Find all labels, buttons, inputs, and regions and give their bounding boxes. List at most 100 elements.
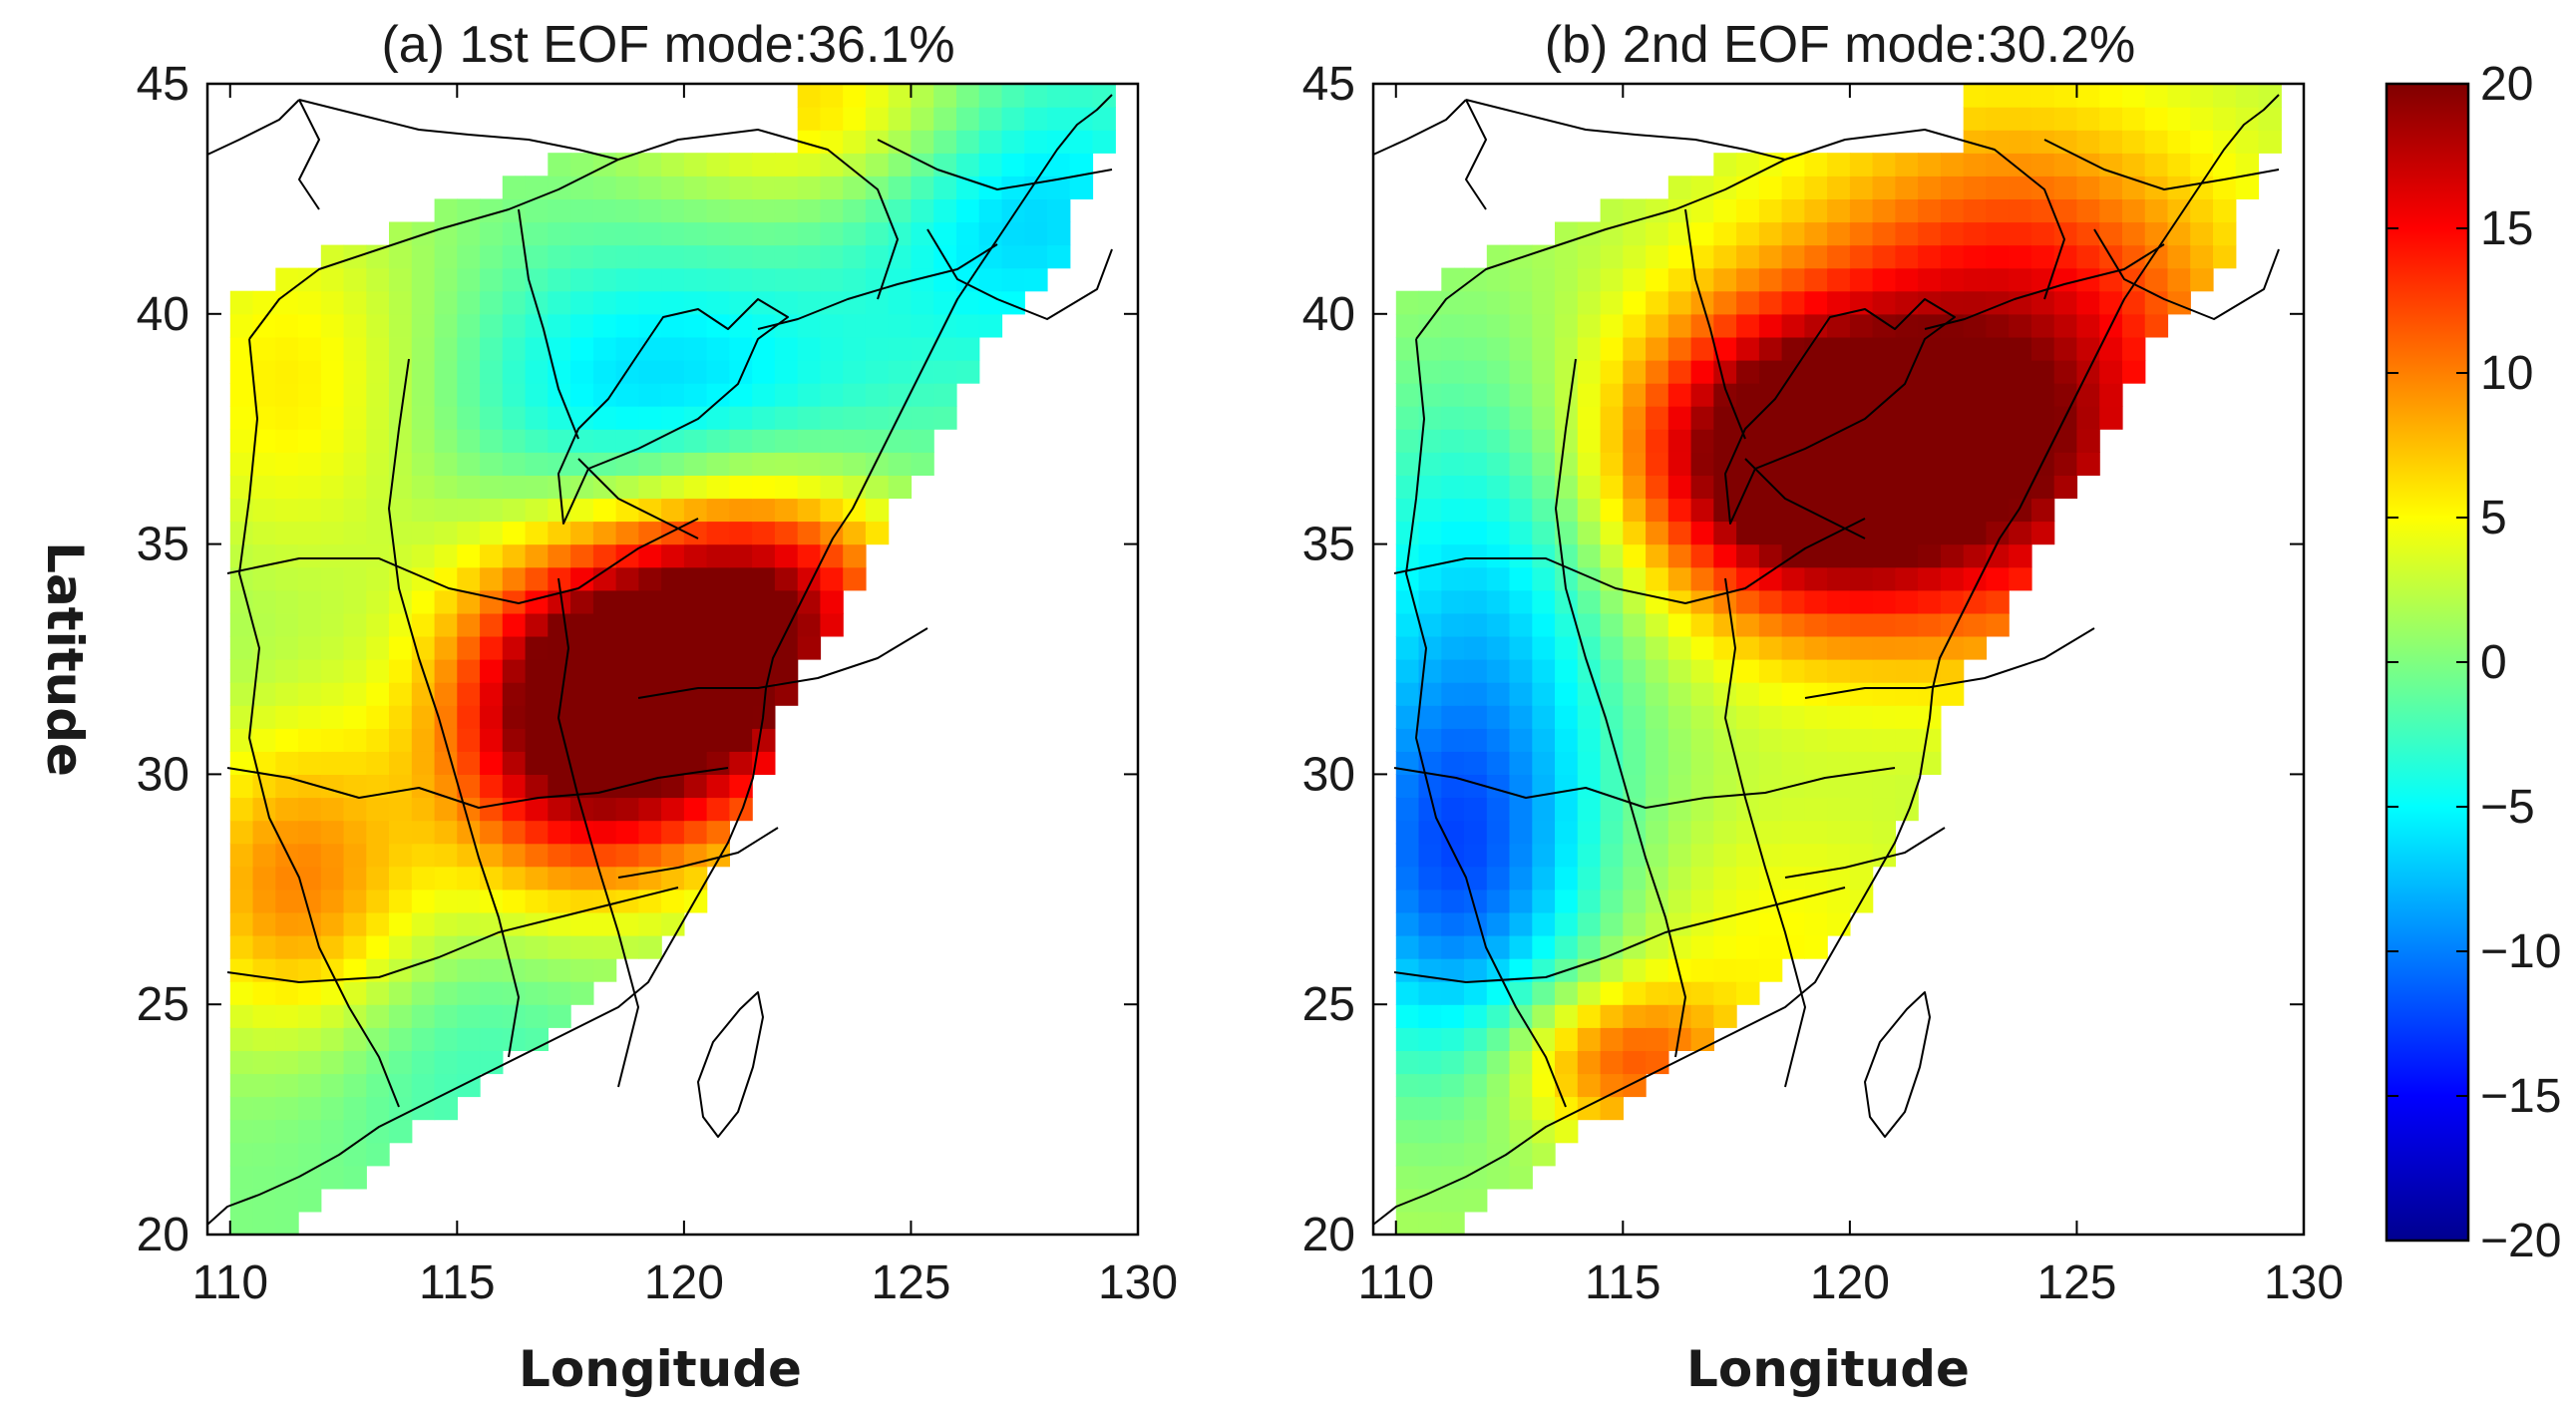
heatmap-cell — [1577, 267, 1602, 292]
heatmap-cell — [366, 244, 390, 269]
heatmap-cell — [252, 1096, 276, 1121]
heatmap-cell — [480, 705, 504, 729]
heatmap-cell — [1486, 452, 1511, 476]
heatmap-cell — [275, 521, 299, 545]
heatmap-cell — [1667, 360, 1692, 384]
heatmap-cell — [411, 889, 436, 913]
heatmap-cell — [298, 1119, 322, 1144]
heatmap-cell — [1963, 84, 1988, 108]
heatmap-cell — [1509, 589, 1533, 614]
heatmap-cell — [1600, 521, 1624, 545]
heatmap-cell — [1646, 889, 1669, 913]
heatmap-cell — [1509, 475, 1533, 500]
heatmap-cell — [1895, 543, 1919, 568]
heatmap-cell — [457, 705, 481, 729]
heatmap-cell — [1736, 728, 1760, 752]
heatmap-cell — [1849, 659, 1874, 683]
heatmap-cell — [1804, 843, 1828, 868]
heatmap-cell — [1577, 820, 1602, 845]
heatmap-cell — [320, 267, 345, 292]
heatmap-cell — [1713, 452, 1737, 476]
heatmap-cell — [1781, 728, 1805, 752]
heatmap-cell — [1667, 843, 1692, 868]
heatmap-cell — [252, 612, 276, 637]
heatmap-cell — [320, 866, 345, 890]
heatmap-cell — [978, 244, 1003, 269]
heatmap-cell — [615, 682, 639, 706]
heatmap-cell — [1736, 176, 1760, 199]
heatmap-cell — [434, 589, 458, 614]
heatmap-cell — [502, 406, 527, 430]
heatmap-cell — [298, 774, 322, 799]
heatmap-cell — [661, 635, 685, 660]
heatmap-cell — [1781, 383, 1805, 407]
heatmap-cell — [1986, 336, 2010, 361]
heatmap-cell — [706, 244, 730, 269]
heatmap-cell — [1486, 797, 1511, 822]
heatmap-cell — [752, 635, 776, 660]
heatmap-cell — [1758, 498, 1783, 523]
heatmap-cell — [389, 290, 413, 315]
heatmap-cell — [1555, 1027, 1579, 1051]
heatmap-cell — [1736, 543, 1760, 568]
heatmap-cell — [252, 406, 276, 430]
heatmap-cell — [1940, 566, 1965, 591]
heatmap-cell — [592, 958, 617, 982]
heatmap-cell — [1395, 1211, 1420, 1236]
heatmap-cell — [2030, 336, 2055, 361]
heatmap-cell — [661, 267, 685, 292]
heatmap-cell — [1532, 1096, 1556, 1121]
heatmap-cell — [1758, 797, 1783, 822]
heatmap-cell — [1690, 498, 1714, 523]
heatmap-cell — [229, 290, 254, 315]
heatmap-cell — [1872, 728, 1896, 752]
heatmap-cell — [1600, 866, 1624, 890]
heatmap-cell — [1577, 705, 1602, 729]
heatmap-cell — [1418, 820, 1442, 845]
heatmap-cell — [252, 866, 276, 890]
heatmap-cell — [548, 198, 571, 223]
heatmap-cell — [1623, 612, 1647, 637]
heatmap-cell — [275, 659, 299, 683]
heatmap-cell — [1690, 429, 1714, 453]
heatmap-cell — [752, 336, 776, 361]
heatmap-cell — [343, 267, 367, 292]
heatmap-cell — [683, 198, 708, 223]
heatmap-cell — [638, 705, 662, 729]
heatmap-cell — [1690, 705, 1714, 729]
heatmap-cell — [389, 267, 413, 292]
heatmap-cell — [275, 774, 299, 799]
heatmap-cell — [911, 336, 934, 361]
heatmap-cell — [457, 589, 481, 614]
heatmap-cell — [2076, 313, 2100, 338]
heatmap-cell — [1804, 751, 1828, 775]
heatmap-cell — [752, 198, 776, 223]
heatmap-cell — [2144, 244, 2169, 269]
heatmap-cell — [1827, 589, 1851, 614]
heatmap-cell — [1667, 612, 1692, 637]
heatmap-cell — [1713, 820, 1737, 845]
heatmap-cell — [434, 958, 458, 982]
heatmap-cell — [1464, 336, 1488, 361]
heatmap-cell — [1667, 728, 1692, 752]
heatmap-cell — [570, 475, 594, 500]
heatmap-cell — [1509, 612, 1533, 637]
x-tick-label: 125 — [2036, 1256, 2116, 1309]
heatmap-cell — [661, 589, 685, 614]
heatmap-cell — [1092, 107, 1116, 131]
heatmap-cell — [2076, 221, 2100, 246]
heatmap-cell — [2190, 84, 2214, 108]
heatmap-cell — [275, 1027, 299, 1051]
heatmap-cell — [1849, 635, 1874, 660]
heatmap-cell — [1555, 820, 1579, 845]
heatmap-cell — [1804, 866, 1828, 890]
heatmap-cell — [592, 797, 617, 822]
heatmap-cell — [615, 866, 639, 890]
heatmap-cell — [548, 797, 571, 822]
heatmap-cell — [661, 452, 685, 476]
province-border — [1393, 767, 1896, 809]
heatmap-cell — [1441, 589, 1465, 614]
heatmap-cell — [1532, 889, 1556, 913]
heatmap-cell — [843, 543, 867, 568]
heatmap-cell — [683, 452, 708, 476]
